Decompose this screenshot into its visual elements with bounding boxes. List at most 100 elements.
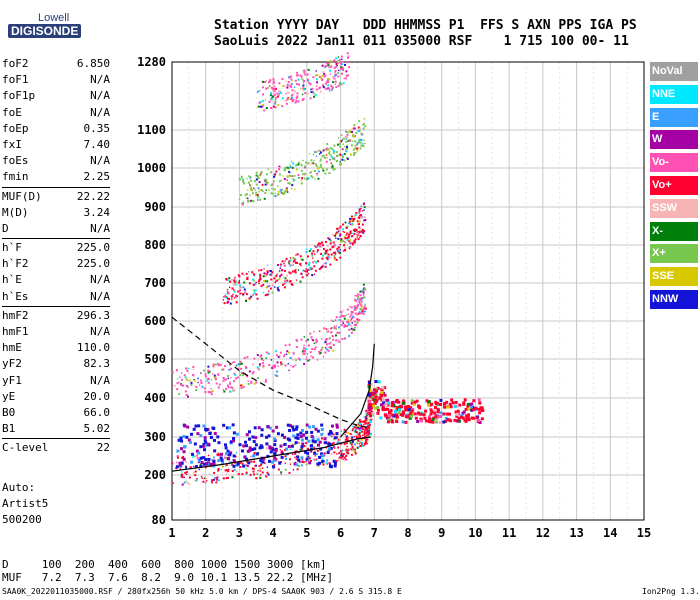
echo-point [323, 452, 326, 455]
echo-point [347, 313, 349, 316]
echo-point [335, 233, 337, 235]
echo-point [358, 428, 360, 430]
echo-point [295, 463, 299, 467]
echo-point [303, 98, 305, 100]
echo-point [278, 82, 281, 85]
echo-point [424, 419, 428, 423]
echo-point [277, 460, 280, 463]
echo-point [365, 419, 368, 422]
param-row: foF1 N/A [2, 72, 110, 88]
echo-point [351, 440, 354, 443]
echo-point [261, 460, 265, 464]
echo-point [247, 181, 250, 184]
echo-point [264, 191, 267, 194]
echo-point [417, 404, 421, 408]
echo-point [252, 283, 255, 286]
echo-point [291, 184, 294, 187]
echo-point [346, 135, 349, 138]
echo-point [213, 438, 217, 442]
echo-point [334, 334, 337, 337]
echo-point [358, 446, 360, 448]
echo-point [239, 374, 242, 377]
param-label: MUF(D) [2, 189, 42, 203]
echo-point [193, 472, 195, 474]
echo-point [281, 77, 284, 80]
echo-point [334, 69, 337, 72]
echo-point [291, 98, 294, 101]
echo-point [351, 222, 353, 225]
echo-point [348, 220, 351, 223]
echo-point [463, 398, 467, 402]
echo-point [358, 208, 361, 211]
echo-point [313, 265, 316, 268]
echo-point [312, 162, 315, 165]
echo-point [469, 405, 473, 409]
echo-point [284, 449, 287, 452]
echo-point [296, 74, 299, 77]
echo-point [324, 346, 327, 349]
echo-point [248, 175, 250, 177]
param-label: D [2, 221, 9, 235]
echo-point [358, 300, 361, 303]
echo-point [331, 86, 334, 89]
echo-point [202, 444, 206, 448]
echo-point [314, 178, 316, 180]
echo-point [361, 301, 363, 303]
echo-point [383, 393, 387, 397]
param-row: foEp 0.35 [2, 121, 110, 137]
echo-point [227, 375, 230, 378]
echo-point [288, 174, 291, 177]
echo-point [355, 144, 358, 146]
echo-point [280, 363, 283, 366]
echo-point [274, 87, 277, 90]
echo-point [251, 270, 254, 272]
echo-point [351, 436, 354, 439]
echo-point [182, 435, 186, 439]
legend-entry: NNW [650, 289, 698, 309]
echo-point [320, 77, 323, 80]
echo-point [362, 124, 364, 126]
echo-point [346, 325, 349, 328]
echo-point [337, 61, 340, 64]
echo-point [339, 251, 342, 254]
echo-point [354, 312, 357, 315]
echo-point [309, 97, 312, 100]
echo-point [345, 226, 348, 229]
echo-point [364, 219, 367, 222]
param-label: foE [2, 105, 22, 119]
echo-point [453, 418, 457, 422]
echo-point [190, 383, 193, 386]
echo-point [321, 457, 323, 460]
echo-point [231, 295, 234, 297]
echo-point [341, 239, 344, 242]
echo-point [346, 232, 349, 235]
header-line-2: SaoLuis 2022 Jan11 011 035000 RSF 1 715 … [214, 34, 629, 49]
echo-point [260, 474, 262, 476]
echo-point [310, 91, 313, 94]
echo-point [345, 150, 348, 153]
echo-point [261, 80, 264, 83]
x-tick-label: 9 [438, 526, 445, 540]
echo-point [304, 165, 307, 168]
echo-point [364, 142, 366, 145]
echo-point [302, 82, 305, 84]
echo-point [345, 74, 348, 77]
echo-point [413, 412, 417, 416]
echo-point [176, 378, 179, 380]
echo-point [427, 400, 431, 404]
echo-point [351, 242, 353, 244]
echo-point [341, 320, 344, 323]
echo-point [233, 372, 236, 375]
echo-point [386, 403, 390, 407]
echo-point [354, 135, 356, 137]
echo-point [259, 355, 262, 358]
echo-point [266, 471, 269, 474]
echo-point [338, 58, 341, 61]
echo-point [363, 429, 366, 432]
echo-point [190, 381, 193, 384]
echo-point [362, 292, 365, 295]
echo-point [330, 319, 333, 321]
echo-point [344, 246, 347, 249]
echo-point [333, 158, 336, 161]
echo-point [258, 191, 260, 193]
